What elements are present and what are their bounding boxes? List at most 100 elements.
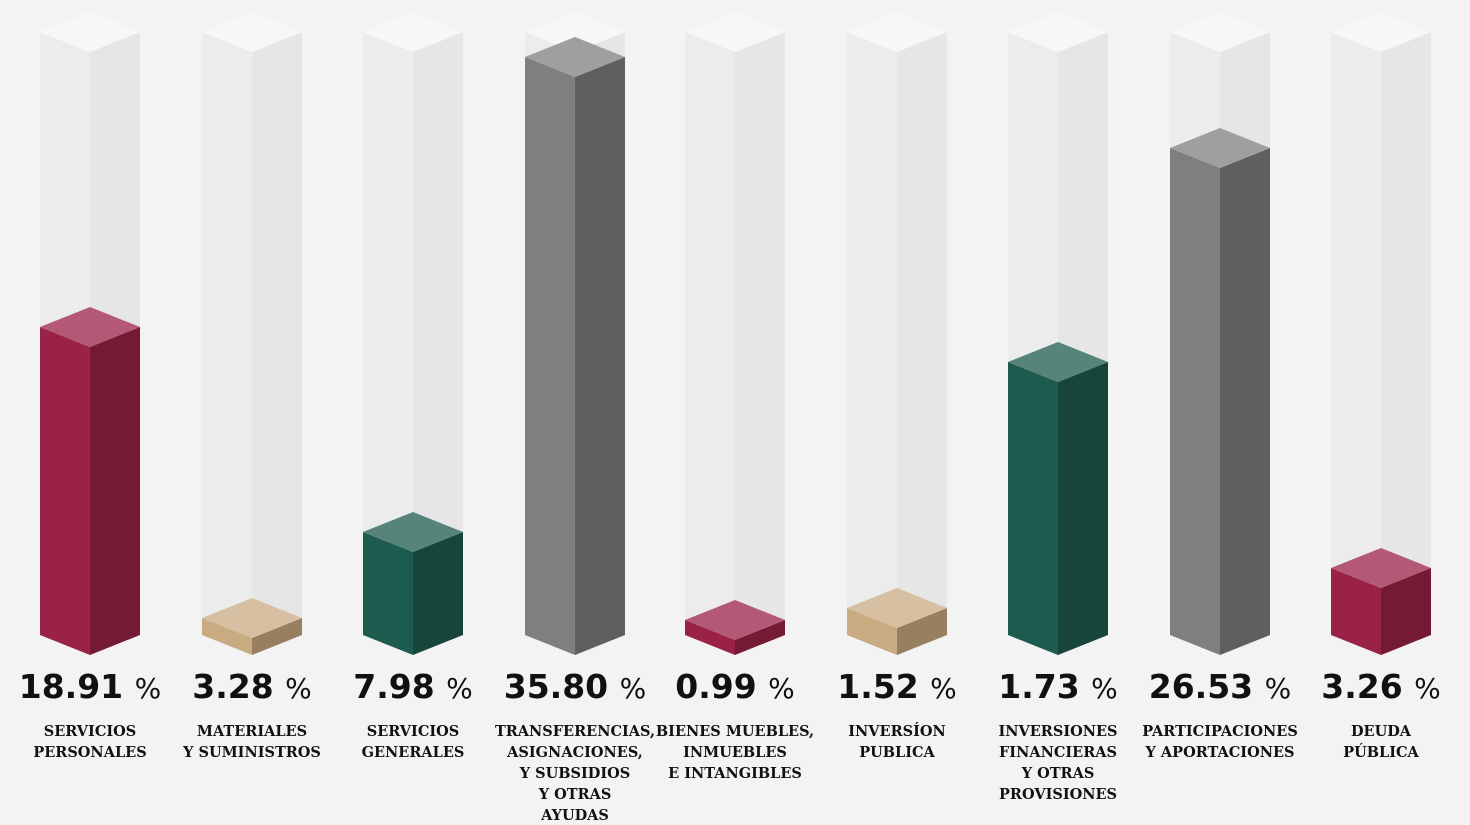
value: 1.73 % bbox=[998, 667, 1118, 706]
category-label: Y OTRAS bbox=[1021, 765, 1095, 782]
category-label: E INTANGIBLES bbox=[668, 765, 802, 782]
ghost-left bbox=[685, 32, 735, 655]
bar-top bbox=[1170, 128, 1270, 168]
ghost-top bbox=[1008, 12, 1108, 52]
value: 35.80 % bbox=[504, 667, 647, 706]
bar-left bbox=[202, 618, 252, 655]
bar-top bbox=[1331, 548, 1431, 588]
value-unit: % bbox=[446, 672, 473, 705]
category-label: DEUDA bbox=[1351, 723, 1412, 740]
bar-right bbox=[1220, 148, 1270, 655]
ghost-right bbox=[735, 32, 785, 655]
ghost-right bbox=[1381, 32, 1431, 655]
bar-left bbox=[525, 57, 575, 655]
column: 35.80 % TRANSFERENCIAS, ASIGNACIONES, Y SUB… bbox=[495, 12, 655, 824]
value-unit: % bbox=[1265, 672, 1292, 705]
category-label: PROVISIONES bbox=[999, 786, 1117, 803]
ghost-left bbox=[1331, 32, 1381, 655]
value-unit: % bbox=[930, 672, 957, 705]
category-label: FINANCIERAS bbox=[999, 744, 1117, 761]
value-number: 1.52 bbox=[837, 667, 918, 706]
category-label: PÚBLICA bbox=[1343, 743, 1419, 761]
bar-left bbox=[685, 620, 735, 655]
category-label: AYUDAS bbox=[540, 807, 609, 824]
bar-right bbox=[1381, 568, 1431, 655]
column: 3.26 % DEUDA PÚBLICA bbox=[1321, 12, 1441, 761]
category-label: Y OTRAS bbox=[538, 786, 612, 803]
value-unit: % bbox=[1091, 672, 1118, 705]
bar-top bbox=[685, 600, 785, 640]
value-number: 26.53 bbox=[1149, 667, 1253, 706]
bar-top bbox=[363, 512, 463, 552]
category-label: PERSONALES bbox=[33, 744, 146, 761]
column: 26.53 % PARTICIPACIONES Y APORTACIONES bbox=[1142, 12, 1298, 761]
ghost-top bbox=[1170, 12, 1270, 52]
bar-left bbox=[847, 608, 897, 655]
ghost-top bbox=[525, 12, 625, 52]
value-unit: % bbox=[1414, 672, 1441, 705]
bar-right bbox=[735, 620, 785, 655]
value-unit: % bbox=[285, 672, 312, 705]
value: 26.53 % bbox=[1149, 667, 1292, 706]
bar-top bbox=[40, 307, 140, 347]
category-label: GENERALES bbox=[362, 744, 465, 761]
bar-left bbox=[1331, 568, 1381, 655]
category-label: Y SUBSIDIOS bbox=[519, 765, 631, 782]
bar-right bbox=[897, 608, 947, 655]
value-number: 1.73 bbox=[998, 667, 1079, 706]
category-label: PUBLICA bbox=[859, 744, 935, 761]
bar-right bbox=[90, 327, 140, 655]
bar-left bbox=[1008, 362, 1058, 655]
column: 1.73 % INVERSIONES FINANCIERAS Y OTRAS PROVI… bbox=[998, 12, 1118, 803]
ghost-right bbox=[897, 32, 947, 655]
bar-top bbox=[202, 598, 302, 638]
value: 0.99 % bbox=[675, 667, 795, 706]
bar-right bbox=[252, 618, 302, 655]
column: 0.99 % BIENES MUEBLES, INMUEBLES E INTANGIB… bbox=[656, 12, 814, 782]
bar-right bbox=[413, 532, 463, 655]
value: 18.91 % bbox=[19, 667, 162, 706]
value: 7.98 % bbox=[353, 667, 473, 706]
bar-left bbox=[40, 327, 90, 655]
value: 3.28 % bbox=[192, 667, 312, 706]
category-label: INVERSÍON bbox=[848, 722, 946, 740]
category-label: Y APORTACIONES bbox=[1145, 744, 1295, 761]
bar-right bbox=[1058, 362, 1108, 655]
ghost-left bbox=[363, 32, 413, 655]
column: 1.52 % INVERSÍON PUBLICA bbox=[837, 12, 957, 761]
value-number: 35.80 bbox=[504, 667, 608, 706]
bar-right bbox=[575, 57, 625, 655]
category-label: BIENES MUEBLES, bbox=[656, 723, 814, 740]
category-label: SERVICIOS bbox=[44, 723, 137, 740]
bar-left bbox=[1170, 148, 1220, 655]
value-unit: % bbox=[768, 672, 795, 705]
ghost-left bbox=[847, 32, 897, 655]
bar-top bbox=[525, 37, 625, 77]
value-number: 3.26 bbox=[1321, 667, 1402, 706]
ghost-top bbox=[40, 12, 140, 52]
category-label: MATERIALES bbox=[197, 723, 307, 740]
value: 3.26 % bbox=[1321, 667, 1441, 706]
value-number: 7.98 bbox=[353, 667, 434, 706]
category-label: Y SUMINISTROS bbox=[182, 744, 321, 761]
category-label: ASIGNACIONES, bbox=[506, 744, 643, 761]
category-label: SERVICIOS bbox=[367, 723, 460, 740]
ghost-top bbox=[1331, 12, 1431, 52]
ghost-right bbox=[252, 32, 302, 655]
value-unit: % bbox=[135, 672, 162, 705]
column: 18.91 % SERVICIOS PERSONALES bbox=[19, 12, 162, 761]
category-label: TRANSFERENCIAS, bbox=[495, 723, 655, 740]
bar-top bbox=[1008, 342, 1108, 382]
value-number: 0.99 bbox=[675, 667, 756, 706]
column: 7.98 % SERVICIOS GENERALES bbox=[353, 12, 473, 761]
ghost-top bbox=[363, 12, 463, 52]
column: 3.28 % MATERIALES Y SUMINISTROS bbox=[182, 12, 321, 761]
ghost-right bbox=[413, 32, 463, 655]
value: 1.52 % bbox=[837, 667, 957, 706]
value-unit: % bbox=[620, 672, 647, 705]
ghost-left bbox=[202, 32, 252, 655]
value-number: 18.91 bbox=[19, 667, 123, 706]
ghost-top bbox=[685, 12, 785, 52]
bar-left bbox=[363, 532, 413, 655]
